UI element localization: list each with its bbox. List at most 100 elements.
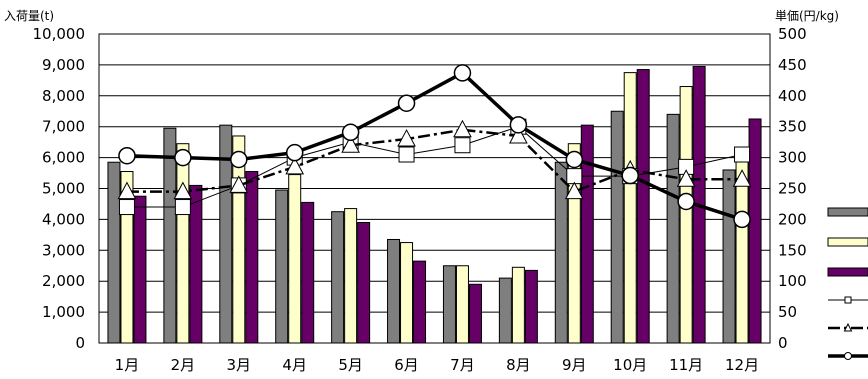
line-series-2-point bbox=[285, 156, 305, 175]
left-axis-tick-label: 4,000 bbox=[42, 210, 85, 228]
right-axis-tick-label: 500 bbox=[778, 25, 807, 43]
x-axis-tick-label: 4月 bbox=[282, 356, 307, 374]
bar-series-1-bar bbox=[498, 277, 512, 344]
legend-marker-circle bbox=[844, 352, 852, 360]
bar-series-1-bar bbox=[442, 265, 456, 344]
left-axis-tick-label: 8,000 bbox=[42, 87, 85, 105]
bar-series-1-bar bbox=[331, 211, 345, 344]
bar-series-1-bar bbox=[107, 161, 121, 344]
bar-series-1-bar bbox=[387, 238, 401, 344]
line-series-2-point bbox=[453, 119, 472, 138]
line-series-2-point bbox=[732, 169, 752, 187]
bar-series-3-bar bbox=[413, 260, 427, 344]
line-series-3-point bbox=[118, 146, 136, 165]
x-axis-tick-label: 9月 bbox=[562, 356, 587, 374]
left-axis-tick-label: 10,000 bbox=[33, 25, 86, 43]
x-axis-tick-label: 11月 bbox=[669, 356, 703, 374]
axes: 0 1,000 2,000 3,000 4,000 5,000 6,000 7,000 8,00… bbox=[33, 25, 807, 374]
left-axis-tick-label: 9,000 bbox=[42, 56, 85, 74]
line-series-3-point bbox=[677, 192, 695, 211]
x-axis-tick-label: 10月 bbox=[613, 356, 647, 374]
line-series-1-point bbox=[398, 146, 415, 163]
left-axis-tick-label: 1,000 bbox=[42, 303, 85, 321]
x-axis-tick-label: 3月 bbox=[227, 356, 252, 374]
left-axis-title: 入荷量(t) bbox=[4, 9, 54, 23]
bar-series-1-bar bbox=[275, 189, 289, 344]
right-axis-tick-label: 150 bbox=[778, 241, 807, 259]
line-series-2 bbox=[126, 128, 743, 193]
bar-series-2-bar bbox=[288, 174, 302, 344]
bar-series-3-bar bbox=[636, 69, 650, 344]
bar-series-1-bar bbox=[219, 124, 233, 344]
left-axis-tick-label: 6,000 bbox=[42, 149, 85, 167]
right-axis-tick-label: 350 bbox=[778, 118, 807, 136]
line-series-3-point bbox=[341, 123, 360, 142]
line-series-3-point bbox=[230, 150, 248, 169]
legend-swatch-bar-2 bbox=[827, 237, 868, 247]
line-series-3-point bbox=[621, 166, 639, 185]
line-series-3-point bbox=[397, 94, 416, 112]
line-series-3-point bbox=[565, 150, 584, 169]
line-series-1 bbox=[126, 126, 743, 208]
legend-swatch-bar-1 bbox=[827, 207, 868, 217]
legend-swatch-bar-3 bbox=[827, 267, 868, 277]
right-axis-tick-label: 300 bbox=[778, 149, 807, 167]
line-series-3 bbox=[126, 71, 743, 222]
legend bbox=[827, 207, 868, 360]
bar-series-2-bar bbox=[344, 208, 358, 344]
line-series-2-point bbox=[509, 125, 528, 144]
bar-series-2-bar bbox=[176, 143, 190, 344]
x-axis-tick-label: 5月 bbox=[338, 356, 363, 374]
bar-series-1-bar bbox=[666, 113, 680, 344]
bar-series-3-bar bbox=[245, 171, 259, 344]
line-series-group bbox=[117, 64, 752, 229]
line-series-3-point bbox=[453, 64, 472, 82]
x-axis-tick-label: 12月 bbox=[725, 356, 759, 374]
legend-marker-square bbox=[844, 296, 852, 304]
line-series-3-point bbox=[509, 116, 528, 134]
bar-series-1-bar bbox=[610, 110, 624, 344]
bar-series-2-bar bbox=[455, 265, 469, 344]
left-axis-tick-label: 5,000 bbox=[42, 180, 85, 198]
line-series-3-point bbox=[733, 210, 751, 229]
line-series-2-point bbox=[676, 169, 696, 187]
bar-series-2-bar bbox=[679, 86, 693, 344]
line-series-1-point bbox=[734, 146, 751, 163]
x-axis-tick-label: 6月 bbox=[394, 356, 419, 374]
right-axis-tick-label: 250 bbox=[778, 180, 807, 198]
bar-series-2-bar bbox=[511, 266, 525, 344]
bar-series-3-bar bbox=[189, 184, 203, 344]
line-series-3-point bbox=[285, 143, 304, 162]
line-series-1-point bbox=[566, 168, 583, 185]
line-series-2-point bbox=[229, 175, 249, 193]
left-axis-tick-label: 7,000 bbox=[42, 118, 85, 136]
bar-series-3-bar bbox=[133, 195, 147, 344]
bar-series-3-bar bbox=[580, 124, 594, 344]
line-series-2-point bbox=[341, 135, 360, 153]
left-axis-tick-label: 3,000 bbox=[42, 241, 85, 259]
x-axis-tick-label: 8月 bbox=[506, 356, 531, 374]
left-axis-tick-label: 2,000 bbox=[42, 272, 85, 290]
bar-series-3-bar bbox=[524, 269, 538, 344]
right-axis-tick-label: 100 bbox=[778, 272, 807, 290]
line-series-3-point bbox=[174, 148, 192, 167]
bar-series-group bbox=[107, 65, 762, 344]
line-series-2-point bbox=[173, 181, 193, 200]
bar-series-2-bar bbox=[400, 242, 414, 344]
line-series-1-point bbox=[174, 199, 191, 216]
bar-series-3-bar bbox=[357, 221, 371, 344]
left-axis-tick-label: 0 bbox=[75, 334, 85, 352]
bar-series-3-bar bbox=[468, 283, 482, 344]
right-axis-title: 単価(円/kg) bbox=[775, 9, 839, 23]
bar-series-2-bar bbox=[623, 72, 637, 344]
right-axis-tick-label: 50 bbox=[778, 303, 797, 321]
x-axis-tick-label: 2月 bbox=[171, 356, 196, 374]
bar-series-3-bar bbox=[748, 118, 762, 344]
x-axis-tick-label: 1月 bbox=[115, 356, 140, 374]
line-series-2-point bbox=[564, 181, 584, 200]
bar-series-1-bar bbox=[163, 127, 177, 344]
right-axis-tick-label: 450 bbox=[778, 56, 807, 74]
bar-series-3-bar bbox=[301, 201, 315, 344]
right-axis-tick-label: 400 bbox=[778, 87, 807, 105]
